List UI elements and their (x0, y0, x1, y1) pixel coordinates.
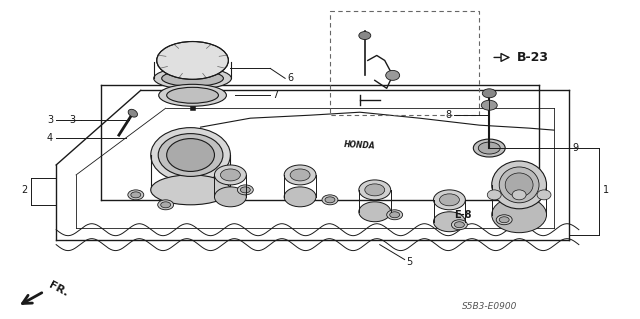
Ellipse shape (537, 190, 551, 200)
Text: S5B3-E0900: S5B3-E0900 (461, 302, 517, 311)
Text: B-23: B-23 (517, 51, 549, 64)
Ellipse shape (284, 187, 316, 207)
Ellipse shape (159, 84, 227, 106)
Text: 1: 1 (603, 185, 609, 195)
Ellipse shape (359, 180, 390, 200)
Ellipse shape (474, 139, 505, 157)
Ellipse shape (322, 195, 338, 205)
Text: 6: 6 (287, 73, 293, 83)
Text: 9: 9 (572, 143, 578, 153)
Ellipse shape (284, 165, 316, 185)
Text: E-8: E-8 (454, 210, 472, 220)
Ellipse shape (499, 167, 539, 203)
Ellipse shape (154, 67, 232, 89)
Text: HONDA: HONDA (344, 140, 376, 150)
Ellipse shape (214, 187, 246, 207)
Ellipse shape (166, 138, 214, 171)
Ellipse shape (390, 212, 399, 218)
Text: 3: 3 (47, 115, 53, 125)
Ellipse shape (487, 190, 501, 200)
Ellipse shape (214, 165, 246, 185)
Ellipse shape (131, 192, 141, 198)
Ellipse shape (478, 142, 500, 154)
Ellipse shape (499, 217, 509, 223)
Ellipse shape (512, 190, 526, 200)
Ellipse shape (454, 222, 465, 228)
Ellipse shape (481, 100, 497, 110)
Ellipse shape (151, 128, 230, 182)
Text: 8: 8 (445, 110, 451, 120)
Ellipse shape (492, 197, 547, 233)
Ellipse shape (128, 190, 144, 200)
Text: 7: 7 (272, 90, 278, 100)
Ellipse shape (433, 212, 465, 232)
Ellipse shape (387, 210, 403, 220)
Ellipse shape (359, 202, 390, 222)
Text: FR.: FR. (47, 280, 70, 299)
Ellipse shape (496, 215, 512, 225)
Ellipse shape (365, 184, 385, 196)
Ellipse shape (386, 70, 399, 80)
Ellipse shape (162, 70, 223, 86)
Ellipse shape (241, 187, 250, 193)
Ellipse shape (157, 200, 173, 210)
Ellipse shape (161, 202, 171, 208)
Ellipse shape (220, 169, 241, 181)
Ellipse shape (151, 175, 230, 205)
Ellipse shape (237, 185, 253, 195)
Ellipse shape (128, 109, 138, 117)
Ellipse shape (166, 87, 218, 103)
Ellipse shape (505, 173, 533, 197)
Ellipse shape (492, 161, 547, 209)
Ellipse shape (158, 134, 223, 176)
Ellipse shape (433, 190, 465, 210)
Ellipse shape (157, 41, 228, 79)
Ellipse shape (483, 89, 496, 98)
Text: 4: 4 (47, 133, 53, 143)
Text: 2: 2 (21, 185, 28, 195)
Ellipse shape (325, 197, 335, 203)
Text: 5: 5 (406, 256, 413, 267)
Text: 3: 3 (69, 115, 75, 125)
Ellipse shape (290, 169, 310, 181)
Ellipse shape (359, 32, 371, 40)
Ellipse shape (451, 220, 467, 230)
Ellipse shape (440, 194, 460, 206)
